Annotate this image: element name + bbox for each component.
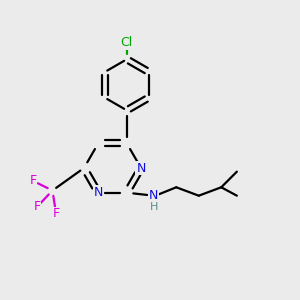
Text: F: F (29, 174, 37, 188)
Text: F: F (52, 207, 60, 220)
Text: F: F (33, 200, 40, 214)
Text: Cl: Cl (121, 36, 133, 49)
Text: N: N (94, 186, 103, 199)
Text: H: H (150, 202, 158, 212)
Text: N: N (149, 189, 158, 202)
Text: N: N (136, 161, 146, 175)
